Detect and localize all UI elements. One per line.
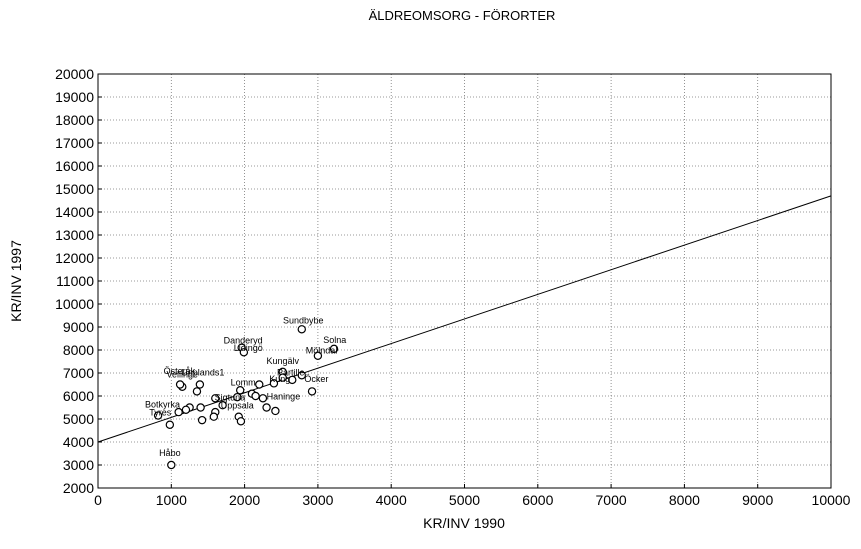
y-tick-label: 6000 — [63, 388, 94, 404]
x-tick-label: 8000 — [669, 492, 700, 508]
x-tick-label: 6000 — [522, 492, 553, 508]
point-label: Öcker — [304, 374, 328, 384]
x-tick-label: 9000 — [742, 492, 773, 508]
y-axis: 2000 3000 4000 5000 6000 7000 8000 9000 10000 110… — [55, 66, 102, 496]
data-point — [181, 405, 191, 414]
y-tick-label: 5000 — [63, 411, 94, 427]
data-point — [271, 406, 280, 416]
data-point — [329, 344, 339, 354]
x-tick-label: 1000 — [156, 492, 187, 508]
point-label: Kung — [269, 374, 290, 384]
point-label: Danderyd — [224, 336, 263, 346]
x-tick-label: 4000 — [376, 492, 407, 508]
data-point — [218, 401, 227, 410]
x-axis-title: KR/INV 1990 — [423, 515, 505, 531]
data-point — [236, 417, 246, 426]
y-tick-label: 18000 — [55, 112, 94, 128]
y-tick-label: 20000 — [55, 66, 94, 82]
grid — [98, 74, 831, 488]
data-point — [297, 371, 306, 380]
point-label: Solna — [323, 335, 346, 345]
data-point — [174, 407, 183, 417]
y-tick-label: 14000 — [55, 204, 94, 220]
x-tick-label: 0 — [94, 492, 102, 508]
point-label: Haninge — [267, 391, 301, 401]
y-tick-label: 9000 — [63, 319, 94, 335]
y-tick-label: 16000 — [55, 158, 94, 174]
y-axis-title: KR/INV 1997 — [8, 240, 24, 322]
data-points — [153, 325, 339, 470]
data-point — [236, 386, 245, 395]
y-tick-label: 10000 — [55, 296, 94, 312]
point-label: Lomm — [231, 378, 256, 388]
data-point — [233, 392, 242, 402]
data-point — [269, 379, 279, 388]
point-label: Lidingö — [234, 343, 263, 353]
y-tick-label: 12000 — [55, 250, 94, 266]
x-tick-label: 2000 — [229, 492, 260, 508]
point-label: Partille — [277, 367, 305, 377]
data-point — [278, 373, 287, 382]
x-tick-label: 7000 — [596, 492, 627, 508]
point-label: Sigtuna — [215, 393, 246, 403]
point-label: Vellinge — [167, 370, 199, 380]
point-label: Mölndal — [306, 345, 338, 355]
data-point — [165, 420, 175, 429]
point-label: Håbo — [159, 448, 181, 458]
x-axis: 0 1000 2000 3000 4000 5000 6000 7000 8000 9000 100… — [94, 484, 851, 508]
y-tick-label: 8000 — [63, 342, 94, 358]
point-label: Upplands1 — [181, 367, 224, 377]
data-point — [153, 411, 163, 420]
chart-title: ÄLDREOMSORG - FÖRORTER — [369, 8, 556, 23]
point-label: Uppsala — [221, 401, 254, 411]
y-tick-label: 15000 — [55, 181, 94, 197]
data-point — [251, 391, 260, 401]
data-point — [307, 387, 317, 396]
x-tick-label: 10000 — [812, 492, 851, 508]
data-point — [258, 394, 268, 403]
data-point — [175, 380, 185, 389]
y-tick-label: 2000 — [63, 480, 94, 496]
data-point — [288, 375, 297, 385]
data-point — [192, 387, 202, 396]
x-tick-label: 5000 — [449, 492, 480, 508]
fit-line — [97, 195, 832, 443]
y-tick-label: 4000 — [63, 434, 94, 450]
data-point — [239, 348, 249, 357]
y-tick-label: 3000 — [63, 457, 94, 473]
y-tick-label: 13000 — [55, 227, 94, 243]
point-label: Sundbybe — [283, 316, 324, 326]
x-tick-label: 3000 — [302, 492, 333, 508]
data-point — [297, 325, 306, 334]
point-label: Botkyrka — [145, 400, 180, 410]
data-point — [167, 460, 176, 470]
data-point — [211, 394, 220, 403]
data-point — [262, 403, 271, 412]
data-point — [195, 380, 205, 389]
y-tick-label: 17000 — [55, 135, 94, 151]
y-tick-label: 11000 — [56, 273, 94, 289]
data-point — [209, 412, 219, 421]
point-label: Österåk — [164, 366, 196, 376]
point-label: Tyres — [149, 408, 172, 418]
point-label: Kungälv — [266, 356, 299, 366]
y-tick-label: 19000 — [55, 89, 94, 105]
data-point — [197, 415, 207, 425]
y-tick-label: 7000 — [63, 365, 94, 381]
data-point — [196, 403, 205, 412]
data-point — [255, 380, 264, 389]
data-point — [313, 351, 323, 360]
